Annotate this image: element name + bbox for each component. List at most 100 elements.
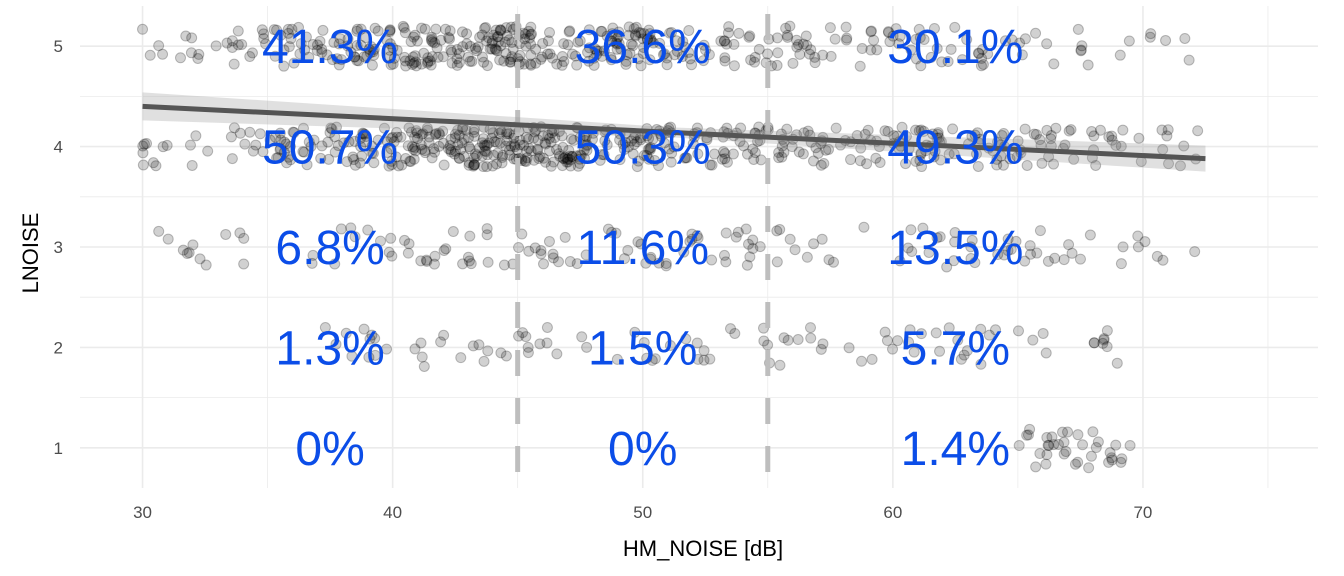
data-point: [539, 137, 551, 149]
data-point: [936, 56, 948, 68]
data-point: [469, 159, 481, 171]
data-point: [544, 26, 556, 38]
data-point: [495, 347, 507, 359]
data-point: [620, 58, 632, 70]
data-point: [150, 160, 162, 172]
data-point: [615, 43, 627, 55]
data-point: [498, 55, 510, 67]
data-point: [975, 358, 987, 370]
data-point: [589, 43, 601, 55]
data-point: [306, 257, 318, 269]
data-point: [481, 60, 493, 72]
data-point: [727, 148, 739, 160]
data-point: [329, 146, 341, 158]
data-point: [534, 338, 546, 350]
data-point: [917, 222, 929, 234]
data-point: [540, 138, 552, 150]
data-point: [566, 133, 578, 145]
data-point: [808, 155, 820, 167]
data-point: [520, 131, 532, 143]
data-point: [706, 254, 718, 266]
data-point: [563, 26, 575, 38]
data-point: [998, 127, 1010, 139]
data-point: [586, 133, 598, 145]
data-point: [351, 40, 363, 52]
data-point: [596, 50, 608, 62]
data-point: [297, 122, 309, 134]
data-point: [426, 152, 438, 164]
data-point: [409, 131, 421, 143]
data-point: [522, 341, 534, 353]
data-point: [468, 158, 480, 170]
data-point: [776, 151, 788, 163]
data-point: [923, 246, 935, 258]
data-point: [635, 134, 647, 146]
data-point: [383, 246, 395, 258]
data-point: [137, 140, 149, 152]
data-point: [543, 235, 555, 247]
data-point: [568, 134, 580, 146]
data-point: [330, 121, 342, 133]
data-point: [175, 52, 187, 64]
data-point: [1106, 452, 1118, 464]
data-point: [611, 353, 623, 365]
data-point: [275, 134, 287, 146]
data-point: [1115, 140, 1127, 152]
data-point: [418, 360, 430, 372]
data-point: [367, 46, 379, 58]
data-point: [435, 336, 447, 348]
data-point: [406, 58, 418, 70]
data-point: [430, 129, 442, 141]
data-point: [346, 350, 358, 362]
data-point: [368, 157, 380, 169]
data-point: [330, 338, 342, 350]
data-point: [357, 127, 369, 139]
data-point: [395, 131, 407, 143]
data-point: [557, 141, 569, 153]
data-point: [387, 58, 399, 70]
data-point: [998, 249, 1010, 261]
data-point: [884, 36, 896, 48]
data-point: [805, 332, 817, 344]
data-point: [186, 32, 198, 44]
data-point: [1040, 347, 1052, 359]
data-point: [653, 160, 665, 172]
data-point: [622, 141, 634, 153]
data-point: [411, 127, 423, 139]
data-point: [843, 342, 855, 354]
data-point: [879, 125, 891, 137]
data-point: [486, 132, 498, 144]
data-point: [498, 259, 510, 271]
data-point: [1057, 426, 1069, 438]
data-point: [918, 33, 930, 45]
data-point: [408, 31, 420, 43]
data-point: [349, 51, 361, 63]
data-point: [419, 145, 431, 157]
data-point: [1101, 341, 1113, 353]
data-point: [407, 51, 419, 63]
data-point: [1077, 439, 1089, 451]
data-point: [445, 133, 457, 145]
data-point: [469, 148, 481, 160]
data-point: [630, 21, 642, 33]
data-point: [676, 51, 688, 63]
data-point: [628, 138, 640, 150]
data-point: [275, 29, 287, 41]
data-point: [572, 160, 584, 172]
data-point: [427, 36, 439, 48]
data-point: [706, 159, 718, 171]
data-point: [633, 26, 645, 38]
data-point: [1072, 23, 1084, 35]
data-point: [649, 154, 661, 166]
data-point: [800, 30, 812, 42]
data-point: [424, 55, 436, 67]
data-point: [288, 57, 300, 69]
data-point: [663, 143, 675, 155]
data-point: [1019, 33, 1031, 45]
data-point: [161, 139, 173, 151]
data-point: [329, 258, 341, 270]
data-point: [523, 245, 535, 257]
data-point: [781, 29, 793, 41]
percentage-label: 36.6%: [575, 21, 711, 74]
data-point: [467, 160, 479, 172]
